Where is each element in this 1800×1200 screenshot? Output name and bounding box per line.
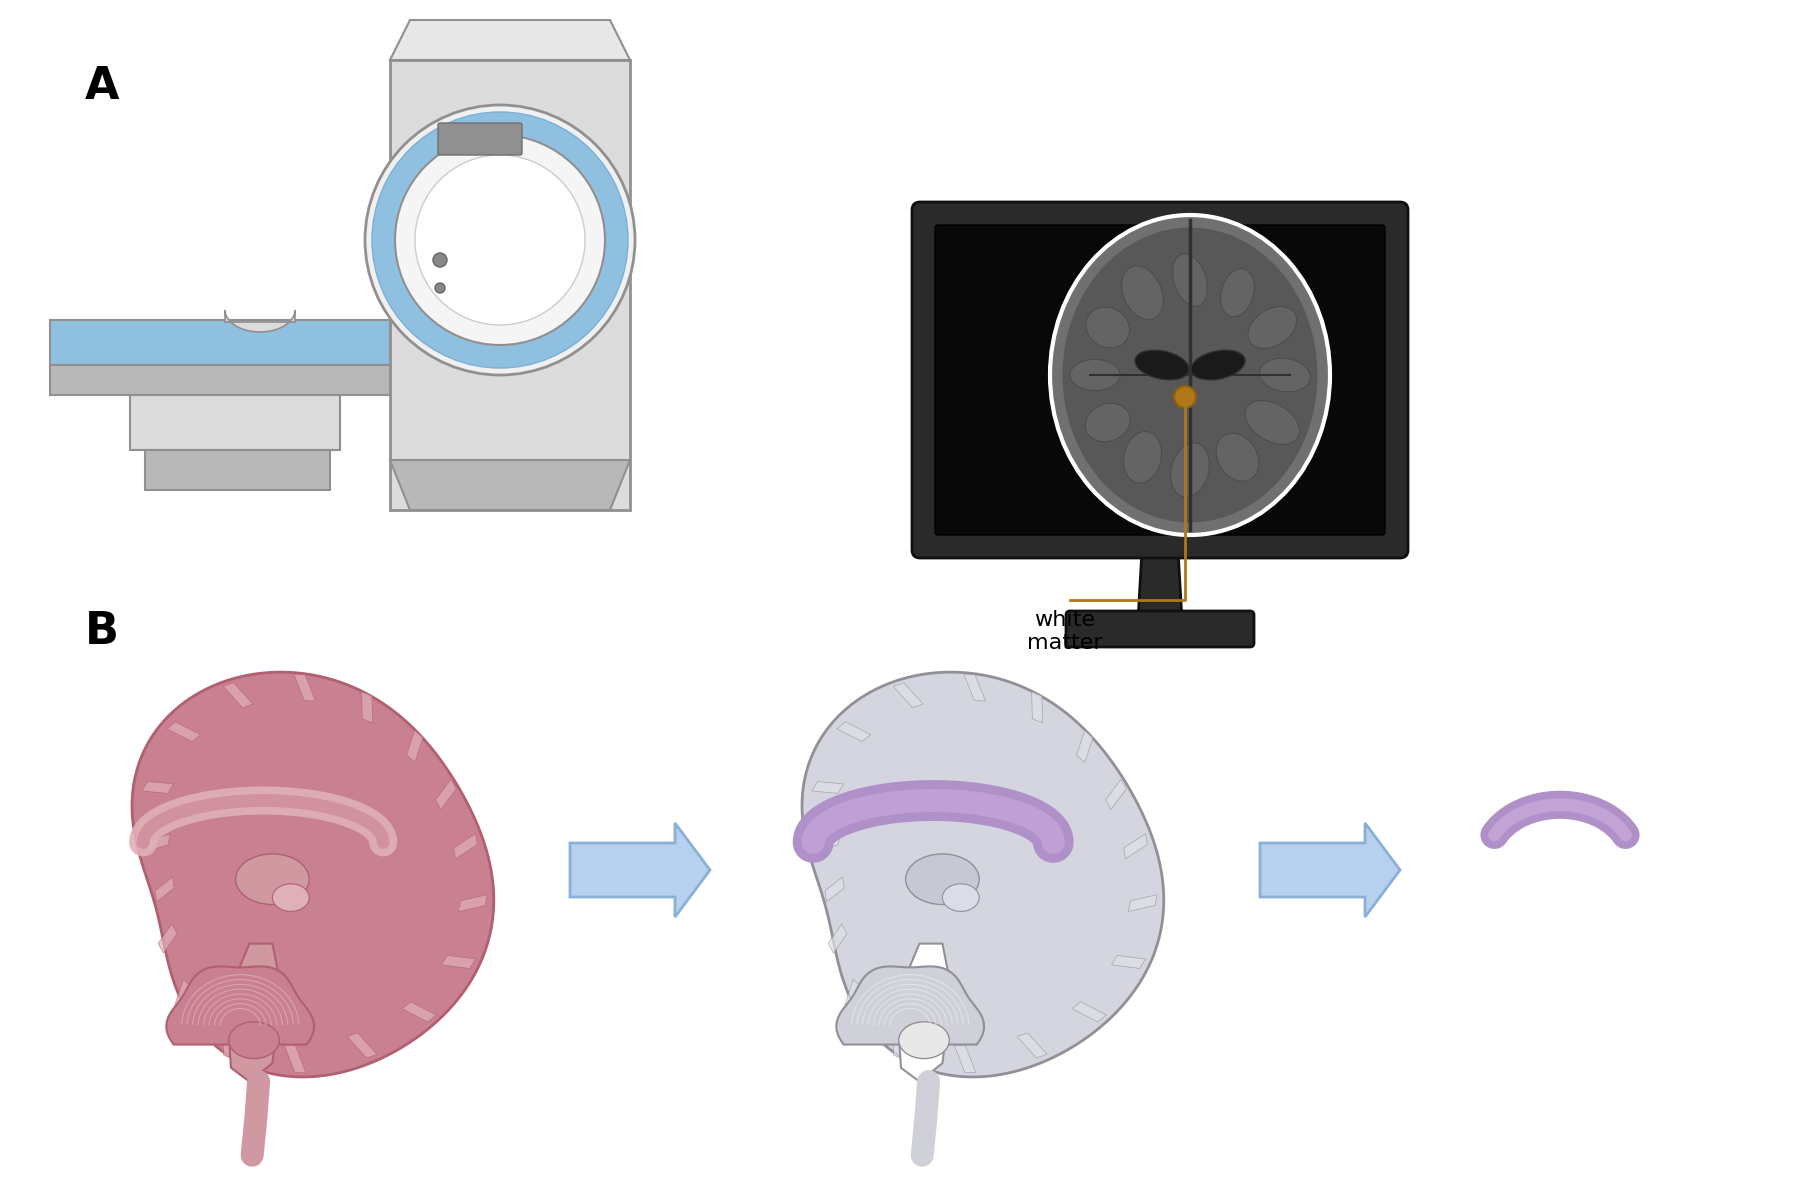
Polygon shape [1105, 779, 1127, 810]
Polygon shape [844, 979, 862, 1012]
Polygon shape [837, 722, 871, 742]
Polygon shape [167, 722, 202, 742]
Polygon shape [571, 823, 709, 917]
Circle shape [373, 112, 628, 368]
Polygon shape [225, 310, 295, 332]
Polygon shape [50, 365, 391, 395]
Polygon shape [893, 1026, 904, 1060]
Ellipse shape [1217, 433, 1258, 481]
Polygon shape [824, 877, 844, 901]
Circle shape [1174, 386, 1195, 408]
Polygon shape [828, 924, 848, 953]
Polygon shape [954, 1045, 976, 1073]
FancyBboxPatch shape [934, 226, 1384, 535]
Ellipse shape [1136, 350, 1190, 380]
Circle shape [365, 104, 635, 374]
Polygon shape [50, 320, 391, 365]
FancyBboxPatch shape [1066, 611, 1255, 647]
Polygon shape [1129, 895, 1157, 912]
Polygon shape [1260, 823, 1400, 917]
Ellipse shape [1247, 307, 1296, 348]
Ellipse shape [1121, 266, 1163, 319]
Text: A: A [85, 65, 119, 108]
Polygon shape [1017, 1033, 1048, 1058]
Polygon shape [837, 966, 985, 1044]
Polygon shape [131, 672, 493, 1076]
Polygon shape [454, 834, 477, 859]
Polygon shape [436, 779, 455, 810]
Circle shape [434, 253, 446, 266]
Polygon shape [391, 20, 630, 60]
Ellipse shape [1085, 307, 1129, 348]
Polygon shape [401, 1002, 436, 1022]
Polygon shape [1123, 834, 1147, 859]
Polygon shape [803, 672, 1165, 1076]
Polygon shape [347, 1033, 376, 1058]
Polygon shape [166, 966, 313, 1044]
Polygon shape [893, 683, 923, 708]
Polygon shape [1138, 550, 1183, 620]
Text: B: B [85, 610, 119, 653]
FancyBboxPatch shape [913, 202, 1408, 558]
Circle shape [394, 134, 605, 346]
Polygon shape [155, 877, 175, 901]
Polygon shape [130, 395, 340, 450]
Polygon shape [227, 943, 281, 1081]
Polygon shape [362, 691, 373, 722]
Ellipse shape [1246, 401, 1300, 444]
Polygon shape [146, 834, 171, 852]
Polygon shape [1073, 1002, 1107, 1022]
Ellipse shape [1192, 350, 1246, 380]
FancyBboxPatch shape [437, 122, 522, 155]
Ellipse shape [1062, 228, 1318, 522]
Polygon shape [391, 60, 630, 510]
Ellipse shape [1049, 215, 1330, 535]
Ellipse shape [1085, 403, 1130, 442]
Polygon shape [142, 781, 173, 793]
Polygon shape [1031, 691, 1042, 722]
Polygon shape [1076, 731, 1093, 762]
Ellipse shape [229, 1022, 279, 1058]
Polygon shape [815, 834, 841, 852]
Text: white
matter: white matter [1028, 610, 1103, 653]
Polygon shape [391, 460, 630, 510]
Polygon shape [146, 450, 329, 490]
Polygon shape [1112, 955, 1145, 968]
Ellipse shape [1123, 432, 1161, 482]
Polygon shape [223, 1026, 234, 1060]
Circle shape [436, 283, 445, 293]
Ellipse shape [1069, 360, 1120, 390]
Polygon shape [459, 895, 488, 912]
Ellipse shape [1172, 254, 1208, 306]
Polygon shape [965, 674, 985, 701]
Polygon shape [175, 979, 191, 1012]
Polygon shape [896, 943, 952, 1081]
Polygon shape [812, 781, 844, 793]
Ellipse shape [905, 854, 979, 905]
Ellipse shape [898, 1022, 949, 1058]
Polygon shape [293, 674, 315, 701]
Ellipse shape [236, 854, 310, 905]
Polygon shape [407, 731, 423, 762]
Polygon shape [158, 924, 176, 953]
Ellipse shape [1260, 359, 1310, 391]
Polygon shape [284, 1045, 306, 1073]
Circle shape [416, 155, 585, 325]
Ellipse shape [272, 883, 310, 912]
Polygon shape [223, 683, 254, 708]
Ellipse shape [943, 883, 979, 912]
Ellipse shape [1170, 443, 1210, 497]
Polygon shape [441, 955, 475, 968]
Ellipse shape [1220, 269, 1255, 317]
